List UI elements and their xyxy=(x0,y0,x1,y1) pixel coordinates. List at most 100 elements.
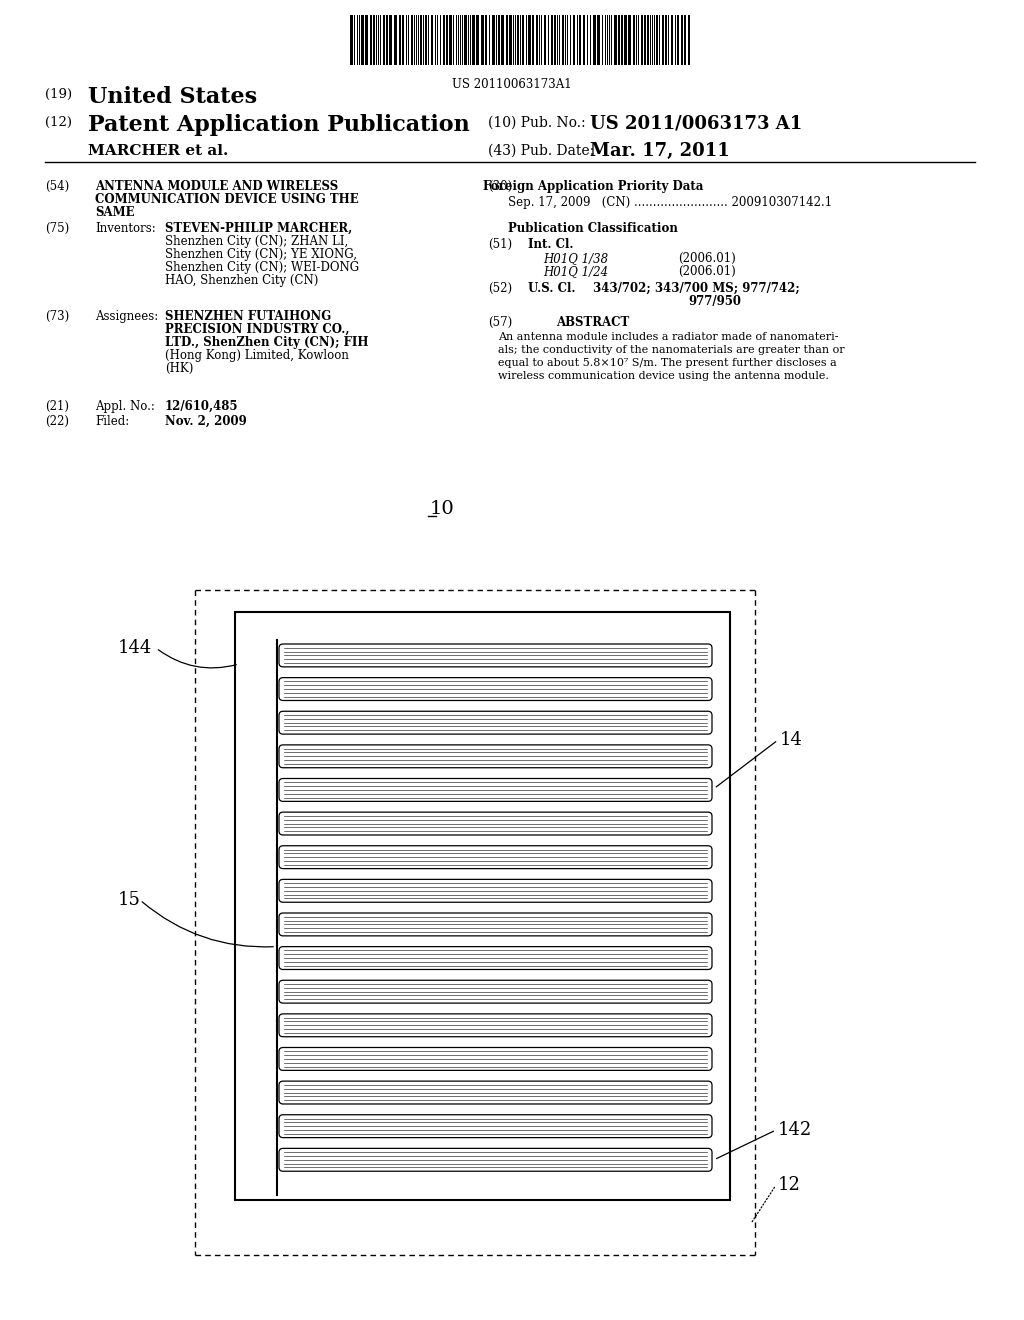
Bar xyxy=(476,15,479,65)
Text: 343/702; 343/700 MS; 977/742;: 343/702; 343/700 MS; 977/742; xyxy=(593,282,800,294)
Bar xyxy=(370,15,372,65)
Bar xyxy=(536,15,538,65)
Bar xyxy=(517,15,519,65)
Text: 15: 15 xyxy=(118,891,141,909)
Text: HAO, Shenzhen City (CN): HAO, Shenzhen City (CN) xyxy=(165,275,318,286)
FancyBboxPatch shape xyxy=(279,846,712,869)
Bar xyxy=(554,15,556,65)
Text: ABSTRACT: ABSTRACT xyxy=(556,315,630,329)
Bar xyxy=(443,15,445,65)
FancyBboxPatch shape xyxy=(279,879,712,903)
Bar xyxy=(485,15,487,65)
Text: (51): (51) xyxy=(488,238,512,251)
Bar xyxy=(633,15,635,65)
Bar xyxy=(579,15,581,65)
Text: ANTENNA MODULE AND WIRELESS: ANTENNA MODULE AND WIRELESS xyxy=(95,180,338,193)
Text: (75): (75) xyxy=(45,222,70,235)
FancyBboxPatch shape xyxy=(279,1048,712,1071)
Bar xyxy=(656,15,658,65)
Text: (HK): (HK) xyxy=(165,362,194,375)
Bar xyxy=(522,15,524,65)
Bar xyxy=(365,15,368,65)
Bar xyxy=(573,15,575,65)
Text: (22): (22) xyxy=(45,414,69,428)
Text: (21): (21) xyxy=(45,400,69,413)
Bar xyxy=(665,15,667,65)
Bar xyxy=(624,15,627,65)
Text: (Hong Kong) Limited, Kowloon: (Hong Kong) Limited, Kowloon xyxy=(165,348,349,362)
Bar xyxy=(350,15,353,65)
Bar xyxy=(671,15,673,65)
Text: US 2011/0063173 A1: US 2011/0063173 A1 xyxy=(590,114,802,132)
Text: H01Q 1/24: H01Q 1/24 xyxy=(543,265,608,279)
Text: Mar. 17, 2011: Mar. 17, 2011 xyxy=(590,143,730,160)
Bar xyxy=(562,15,564,65)
Text: Patent Application Publication: Patent Application Publication xyxy=(88,114,470,136)
Text: (10) Pub. No.:: (10) Pub. No.: xyxy=(488,116,586,129)
Text: Shenzhen City (CN); YE XIONG,: Shenzhen City (CN); YE XIONG, xyxy=(165,248,357,261)
Bar xyxy=(464,15,467,65)
Text: Inventors:: Inventors: xyxy=(95,222,156,235)
Bar xyxy=(677,15,679,65)
Text: Filed:: Filed: xyxy=(95,414,129,428)
Bar xyxy=(361,15,364,65)
Text: Int. Cl.: Int. Cl. xyxy=(528,238,573,251)
Bar xyxy=(641,15,643,65)
Text: 142: 142 xyxy=(778,1121,812,1139)
Bar xyxy=(431,15,433,65)
Text: Assignees:: Assignees: xyxy=(95,310,159,323)
Bar xyxy=(688,15,690,65)
Bar xyxy=(551,15,553,65)
Bar xyxy=(472,15,475,65)
Bar xyxy=(411,15,413,65)
Bar xyxy=(509,15,512,65)
Text: SAME: SAME xyxy=(95,206,134,219)
Text: 14: 14 xyxy=(780,731,803,748)
FancyBboxPatch shape xyxy=(279,644,712,667)
Text: (54): (54) xyxy=(45,180,70,193)
Text: 12: 12 xyxy=(778,1176,801,1195)
Text: US 20110063173A1: US 20110063173A1 xyxy=(453,78,571,91)
Bar xyxy=(481,15,484,65)
Bar xyxy=(662,15,664,65)
Text: (73): (73) xyxy=(45,310,70,323)
FancyBboxPatch shape xyxy=(279,1148,712,1171)
Text: (19): (19) xyxy=(45,88,72,102)
Bar xyxy=(383,15,385,65)
Text: MARCHER et al.: MARCHER et al. xyxy=(88,144,228,158)
Bar xyxy=(420,15,422,65)
Bar xyxy=(593,15,596,65)
Text: (2006.01): (2006.01) xyxy=(678,252,736,265)
Text: (12): (12) xyxy=(45,116,72,129)
Bar xyxy=(402,15,404,65)
Bar xyxy=(618,15,620,65)
FancyBboxPatch shape xyxy=(279,1115,712,1138)
FancyBboxPatch shape xyxy=(279,744,712,768)
Text: Shenzhen City (CN); ZHAN LI,: Shenzhen City (CN); ZHAN LI, xyxy=(165,235,348,248)
Text: 12/610,485: 12/610,485 xyxy=(165,400,239,413)
Bar xyxy=(389,15,392,65)
Bar xyxy=(583,15,585,65)
FancyBboxPatch shape xyxy=(279,677,712,701)
Bar xyxy=(544,15,546,65)
Bar xyxy=(399,15,401,65)
FancyBboxPatch shape xyxy=(279,1081,712,1104)
Bar xyxy=(532,15,534,65)
Bar xyxy=(449,15,452,65)
Text: COMMUNICATION DEVICE USING THE: COMMUNICATION DEVICE USING THE xyxy=(95,193,358,206)
Text: Shenzhen City (CN); WEI-DONG: Shenzhen City (CN); WEI-DONG xyxy=(165,261,359,275)
Text: (52): (52) xyxy=(488,282,512,294)
Bar xyxy=(506,15,508,65)
Bar xyxy=(498,15,500,65)
Text: Publication Classification: Publication Classification xyxy=(508,222,678,235)
FancyBboxPatch shape xyxy=(279,779,712,801)
FancyBboxPatch shape xyxy=(279,981,712,1003)
Bar xyxy=(621,15,623,65)
Text: equal to about 5.8×10⁷ S/m. The present further discloses a: equal to about 5.8×10⁷ S/m. The present … xyxy=(498,358,837,368)
Text: Foreign Application Priority Data: Foreign Application Priority Data xyxy=(482,180,703,193)
Text: (2006.01): (2006.01) xyxy=(678,265,736,279)
Text: 10: 10 xyxy=(430,500,455,517)
Text: Sep. 17, 2009   (CN) ......................... 200910307142.1: Sep. 17, 2009 (CN) .....................… xyxy=(508,195,833,209)
Text: (43) Pub. Date:: (43) Pub. Date: xyxy=(488,144,594,158)
Text: (30): (30) xyxy=(488,180,512,193)
